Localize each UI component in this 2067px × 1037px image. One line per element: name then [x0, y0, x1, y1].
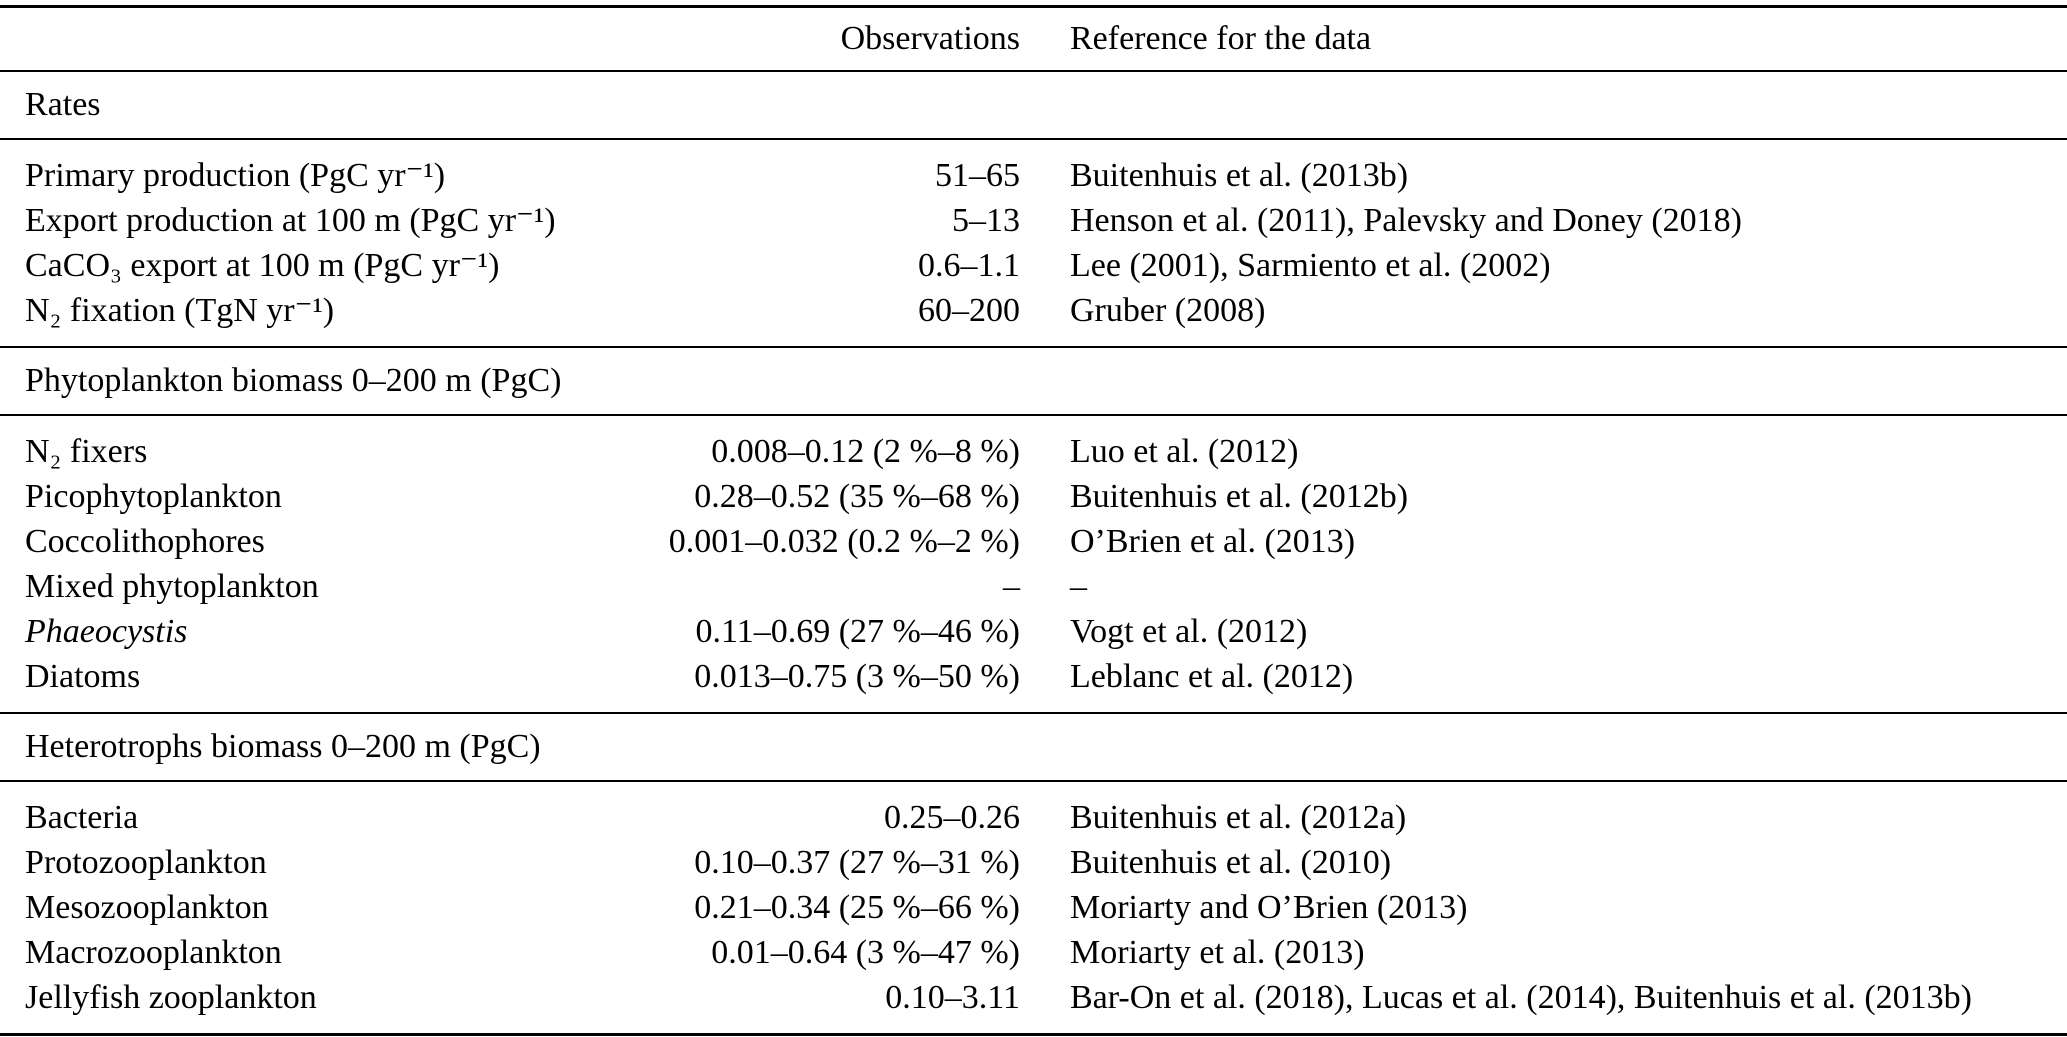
section-title-heterotrophs: Heterotrophs biomass 0–200 m (PgC) [0, 714, 2067, 780]
row-label: N₂ fixation (TgN yr⁻¹) [25, 292, 335, 329]
row-observations: 0.25–0.26 [884, 799, 1020, 836]
row-label: Picophytoplankton [25, 478, 282, 515]
row-label: Diatoms [25, 658, 141, 695]
row-reference: Henson et al. (2011), Palevsky and Doney… [1070, 202, 1742, 239]
table-row: Primary production (PgC yr⁻¹) 51–65 Buit… [0, 153, 2067, 198]
section-body-phytoplankton: N₂ fixers 0.008–0.12 (2 %–8 %) Luo et al… [0, 416, 2067, 712]
table-header-row: Observations Reference for the data [0, 8, 2067, 70]
table-row: Protozooplankton 0.10–0.37 (27 %–31 %) B… [0, 840, 2067, 885]
table-rule [0, 138, 2067, 140]
row-label: Coccolithophores [25, 523, 265, 560]
section-title-phytoplankton: Phytoplankton biomass 0–200 m (PgC) [0, 348, 2067, 414]
row-reference: Luo et al. (2012) [1070, 433, 1299, 470]
table-rule [0, 780, 2067, 782]
table-bottom-rule [0, 1033, 2067, 1036]
table-row: Macrozooplankton 0.01–0.64 (3 %–47 %) Mo… [0, 930, 2067, 975]
table-rule [0, 70, 2067, 72]
row-label: Protozooplankton [25, 844, 267, 881]
row-reference: Moriarty and O’Brien (2013) [1070, 889, 1468, 926]
row-reference: O’Brien et al. (2013) [1070, 523, 1356, 560]
row-observations: 0.6–1.1 [918, 247, 1020, 284]
table-row: Mesozooplankton 0.21–0.34 (25 %–66 %) Mo… [0, 885, 2067, 930]
row-reference: – [1070, 568, 1087, 605]
row-observations: 0.01–0.64 (3 %–47 %) [711, 934, 1020, 971]
row-reference: Lee (2001), Sarmiento et al. (2002) [1070, 247, 1551, 284]
table-row: Jellyfish zooplankton 0.10–3.11 Bar-On e… [0, 975, 2067, 1020]
row-label: Phaeocystis [25, 613, 188, 650]
table-row: Picophytoplankton 0.28–0.52 (35 %–68 %) … [0, 474, 2067, 519]
row-label: Primary production (PgC yr⁻¹) [25, 157, 446, 194]
row-observations: 0.10–0.37 (27 %–31 %) [694, 844, 1020, 881]
column-header-observations: Observations [840, 20, 1020, 57]
table-row: Phaeocystis 0.11–0.69 (27 %–46 %) Vogt e… [0, 609, 2067, 654]
row-label: Jellyfish zooplankton [25, 979, 317, 1016]
section-title-text: Rates [25, 86, 101, 123]
row-label: N₂ fixers [25, 433, 148, 470]
table-rule [0, 712, 2067, 714]
row-label: Export production at 100 m (PgC yr⁻¹) [25, 202, 556, 239]
table-row: N₂ fixers 0.008–0.12 (2 %–8 %) Luo et al… [0, 429, 2067, 474]
row-observations: 60–200 [918, 292, 1020, 329]
table-row: Export production at 100 m (PgC yr⁻¹) 5–… [0, 198, 2067, 243]
row-reference: Leblanc et al. (2012) [1070, 658, 1354, 695]
table-rule [0, 414, 2067, 416]
table-top-rule [0, 5, 2067, 8]
table-rule [0, 346, 2067, 348]
column-header-reference: Reference for the data [1070, 20, 1372, 57]
row-label: Mesozooplankton [25, 889, 269, 926]
row-label: Macrozooplankton [25, 934, 282, 971]
table-row: CaCO₃ export at 100 m (PgC yr⁻¹) 0.6–1.1… [0, 243, 2067, 288]
table-row: N₂ fixation (TgN yr⁻¹) 60–200 Gruber (20… [0, 288, 2067, 333]
table-row: Bacteria 0.25–0.26 Buitenhuis et al. (20… [0, 795, 2067, 840]
row-reference: Buitenhuis et al. (2013b) [1070, 157, 1409, 194]
row-reference: Buitenhuis et al. (2012b) [1070, 478, 1409, 515]
section-title-rates: Rates [0, 72, 2067, 138]
row-observations: 0.001–0.032 (0.2 %–2 %) [668, 523, 1020, 560]
row-reference: Moriarty et al. (2013) [1070, 934, 1365, 971]
row-observations: 0.21–0.34 (25 %–66 %) [694, 889, 1020, 926]
table-row: Diatoms 0.013–0.75 (3 %–50 %) Leblanc et… [0, 654, 2067, 699]
row-reference: Vogt et al. (2012) [1070, 613, 1308, 650]
section-body-rates: Primary production (PgC yr⁻¹) 51–65 Buit… [0, 140, 2067, 346]
table-row: Mixed phytoplankton – – [0, 564, 2067, 609]
row-reference: Buitenhuis et al. (2010) [1070, 844, 1392, 881]
row-label: Mixed phytoplankton [25, 568, 319, 605]
row-observations: 0.11–0.69 (27 %–46 %) [695, 613, 1020, 650]
row-observations: 0.10–3.11 [885, 979, 1020, 1016]
section-title-text: Heterotrophs biomass 0–200 m (PgC) [25, 728, 541, 765]
row-reference: Gruber (2008) [1070, 292, 1266, 329]
row-observations: 0.008–0.12 (2 %–8 %) [711, 433, 1020, 470]
row-reference: Buitenhuis et al. (2012a) [1070, 799, 1407, 836]
row-label: Bacteria [25, 799, 139, 836]
row-observations: – [1003, 568, 1020, 605]
row-observations: 0.013–0.75 (3 %–50 %) [694, 658, 1020, 695]
table-row: Coccolithophores 0.001–0.032 (0.2 %–2 %)… [0, 519, 2067, 564]
row-observations: 51–65 [935, 157, 1020, 194]
row-reference: Bar-On et al. (2018), Lucas et al. (2014… [1070, 979, 1972, 1016]
row-label: CaCO₃ export at 100 m (PgC yr⁻¹) [25, 247, 500, 284]
section-title-text: Phytoplankton biomass 0–200 m (PgC) [25, 362, 562, 399]
row-observations: 0.28–0.52 (35 %–68 %) [694, 478, 1020, 515]
row-observations: 5–13 [952, 202, 1020, 239]
section-body-heterotrophs: Bacteria 0.25–0.26 Buitenhuis et al. (20… [0, 782, 2067, 1033]
